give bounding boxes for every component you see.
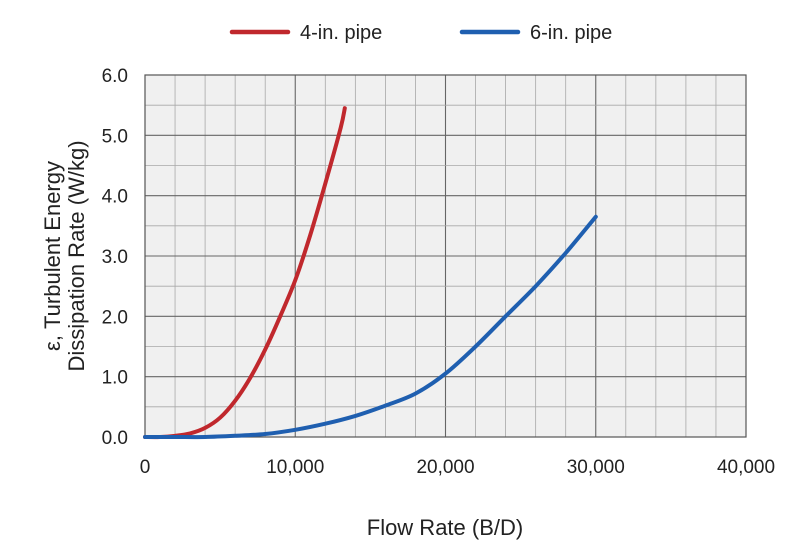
x-tick-label: 40,000 [717, 457, 775, 478]
y-axis-label-line2: Dissipation Rate (W/kg) [64, 140, 89, 371]
y-tick-label: 1.0 [102, 368, 128, 389]
y-tick-label: 2.0 [102, 307, 128, 328]
legend-label-4in: 4-in. pipe [300, 22, 382, 44]
legend-label-6in: 6-in. pipe [530, 22, 612, 44]
y-axis-ticks: 0.0 1.0 2.0 3.0 4.0 5.0 6.0 [102, 66, 128, 449]
grid-lines [145, 75, 746, 437]
y-axis-label-line1: ε, Turbulent Energy [40, 161, 65, 351]
x-tick-label: 0 [140, 457, 151, 478]
x-tick-label: 30,000 [567, 457, 625, 478]
y-axis-label: ε, Turbulent Energy Dissipation Rate (W/… [40, 140, 89, 371]
y-tick-label: 3.0 [102, 247, 128, 268]
legend: 4-in. pipe 6-in. pipe [229, 22, 612, 44]
x-axis-label: Flow Rate (B/D) [367, 515, 523, 540]
plot-border [144, 74, 747, 438]
y-tick-label: 0.0 [102, 428, 128, 449]
y-tick-label: 6.0 [102, 66, 128, 87]
y-tick-label: 5.0 [102, 126, 128, 147]
x-tick-label: 10,000 [266, 457, 324, 478]
x-tick-label: 20,000 [416, 457, 474, 478]
series-layer [143, 106, 598, 440]
series-line-6in-pipe [143, 214, 598, 440]
x-axis-ticks: 0 10,000 20,000 30,000 40,000 [140, 457, 775, 478]
y-tick-label: 4.0 [102, 187, 128, 208]
